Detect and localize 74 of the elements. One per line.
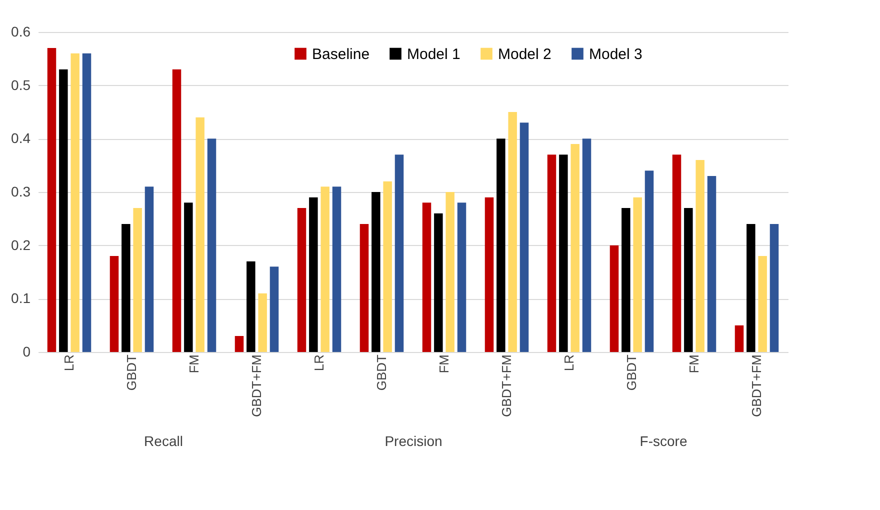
bar [746, 224, 756, 352]
bar [196, 117, 204, 352]
bar [707, 176, 716, 352]
bar [422, 202, 432, 352]
bar [332, 186, 342, 352]
bar [484, 197, 494, 352]
bar [696, 160, 704, 352]
x-tick-label: GBDT+FM [498, 354, 514, 417]
bar [582, 138, 592, 352]
x-tick-label: GBDT [624, 354, 639, 391]
y-tick-label: 0.3 [11, 184, 31, 200]
bar [122, 224, 130, 352]
bar [246, 261, 256, 352]
y-tick-label: 0.2 [11, 236, 31, 253]
bar [270, 266, 279, 352]
bar [559, 154, 568, 352]
bar [570, 144, 580, 352]
x-tick-label: FM [436, 354, 452, 374]
bar [172, 69, 182, 352]
x-tick-label: LR [311, 354, 326, 372]
x-axis-title: Precision [384, 432, 442, 449]
legend-label: Baseline [312, 46, 370, 63]
bar [457, 202, 466, 352]
bar [446, 192, 454, 352]
bar [82, 53, 92, 352]
x-axis-title: Recall [144, 432, 183, 449]
bar [309, 197, 318, 352]
bar [258, 293, 267, 352]
legend-label: Model 1 [407, 46, 460, 63]
bar [372, 192, 380, 352]
bar [320, 186, 330, 352]
x-tick-label: GBDT+FM [748, 354, 764, 417]
bar [383, 181, 392, 352]
bar [59, 69, 68, 352]
bar [234, 336, 244, 352]
bar [133, 208, 142, 352]
bar [144, 186, 154, 352]
y-tick-label: 0 [22, 344, 31, 360]
y-tick-label: 0.1 [11, 290, 31, 306]
bar [47, 48, 56, 352]
bar [508, 112, 517, 352]
bar [496, 138, 506, 352]
bar [520, 122, 529, 352]
y-tick-label: 0.6 [11, 24, 31, 40]
bar [644, 170, 654, 352]
bar [434, 213, 443, 352]
bar [672, 154, 682, 352]
bar [184, 202, 193, 352]
bar [622, 208, 630, 352]
x-axis-title: F-score [640, 432, 688, 449]
x-tick-label: FM [686, 354, 702, 374]
bar [70, 53, 80, 352]
bar [207, 138, 216, 352]
x-tick-label: GBDT+FM [248, 354, 264, 417]
bar [610, 245, 619, 352]
bar [547, 154, 556, 352]
y-tick-label: 0.4 [11, 130, 31, 146]
x-tick-label: LR [561, 354, 576, 372]
bar [394, 154, 404, 352]
x-tick-label: LR [61, 354, 76, 372]
y-tick-label: 0.5 [11, 76, 31, 93]
legend-label: Model 3 [589, 46, 642, 63]
legend-label: Model 2 [498, 46, 552, 63]
x-tick-label: FM [186, 354, 202, 374]
bar [633, 197, 642, 352]
x-tick-label: GBDT [374, 354, 389, 391]
x-tick-label: GBDT [124, 354, 139, 391]
bar [684, 208, 693, 352]
bar [110, 256, 119, 352]
bar [758, 256, 767, 352]
bar [770, 224, 779, 352]
bar [734, 325, 744, 352]
bar [360, 224, 369, 352]
bar [297, 208, 306, 352]
